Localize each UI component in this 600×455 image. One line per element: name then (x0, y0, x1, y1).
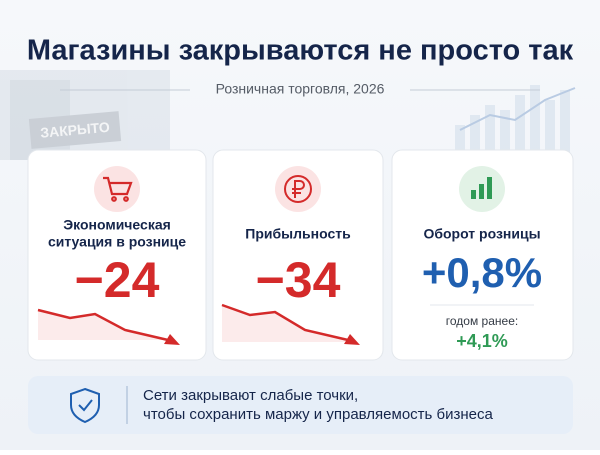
background-trend (459, 87, 576, 131)
card (27, 149, 207, 361)
storefront (0, 70, 170, 160)
card-value: −34 (256, 252, 341, 308)
card (212, 149, 384, 361)
bars-icon (471, 177, 492, 199)
icon-bg (94, 166, 140, 212)
title: Магазины закрываются не просто так (27, 35, 574, 67)
card-label: ситуация в рознице (48, 234, 186, 250)
decline-arrow (221, 303, 360, 345)
check-icon (78, 399, 93, 412)
background-bars (455, 85, 570, 165)
card-label: Оборот розницы (423, 226, 540, 242)
cart-icon (103, 176, 133, 202)
card-value: +0,8% (422, 249, 542, 296)
card (391, 149, 574, 361)
previous-note: годом ранее: (446, 314, 518, 328)
card-label: Прибыльность (245, 226, 351, 242)
card-label: Экономическая (63, 217, 171, 233)
subtitle: Розничная торговля, 2026 (216, 81, 385, 97)
ruble-icon (284, 175, 312, 203)
previous-value: +4,1% (456, 331, 508, 351)
footer-text: чтобы сохранить маржу и управляемость би… (143, 406, 493, 423)
closed-sign: ЗАКРЫТО (40, 119, 111, 141)
card-value: −24 (75, 252, 160, 308)
footer-text: Сети закрывают слабые точки, (143, 387, 358, 404)
shield-icon (70, 387, 100, 424)
decline-arrow (37, 308, 180, 345)
footer-box (28, 376, 573, 434)
